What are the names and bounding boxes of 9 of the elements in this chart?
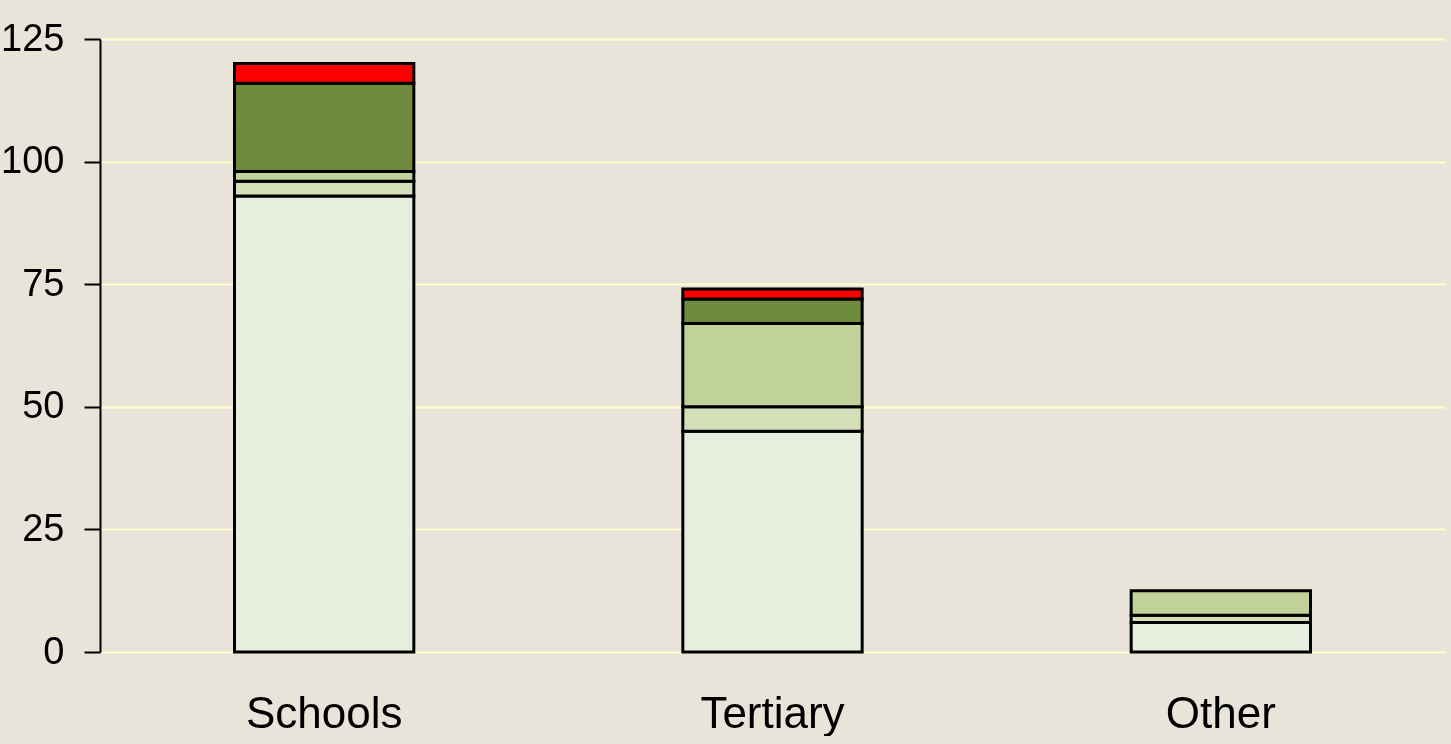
x-tick-label: Schools bbox=[245, 687, 403, 737]
bar bbox=[1129, 621, 1312, 654]
y-tick-label: 25 bbox=[22, 506, 65, 549]
y-tick-label: 50 bbox=[22, 384, 65, 427]
y-tick-label: 75 bbox=[22, 261, 65, 304]
y-tick-label: 125 bbox=[1, 16, 65, 59]
x-tick-label: Other bbox=[1165, 687, 1276, 737]
y-tick-label: 100 bbox=[1, 139, 65, 182]
y-tick-label: 0 bbox=[43, 629, 65, 672]
